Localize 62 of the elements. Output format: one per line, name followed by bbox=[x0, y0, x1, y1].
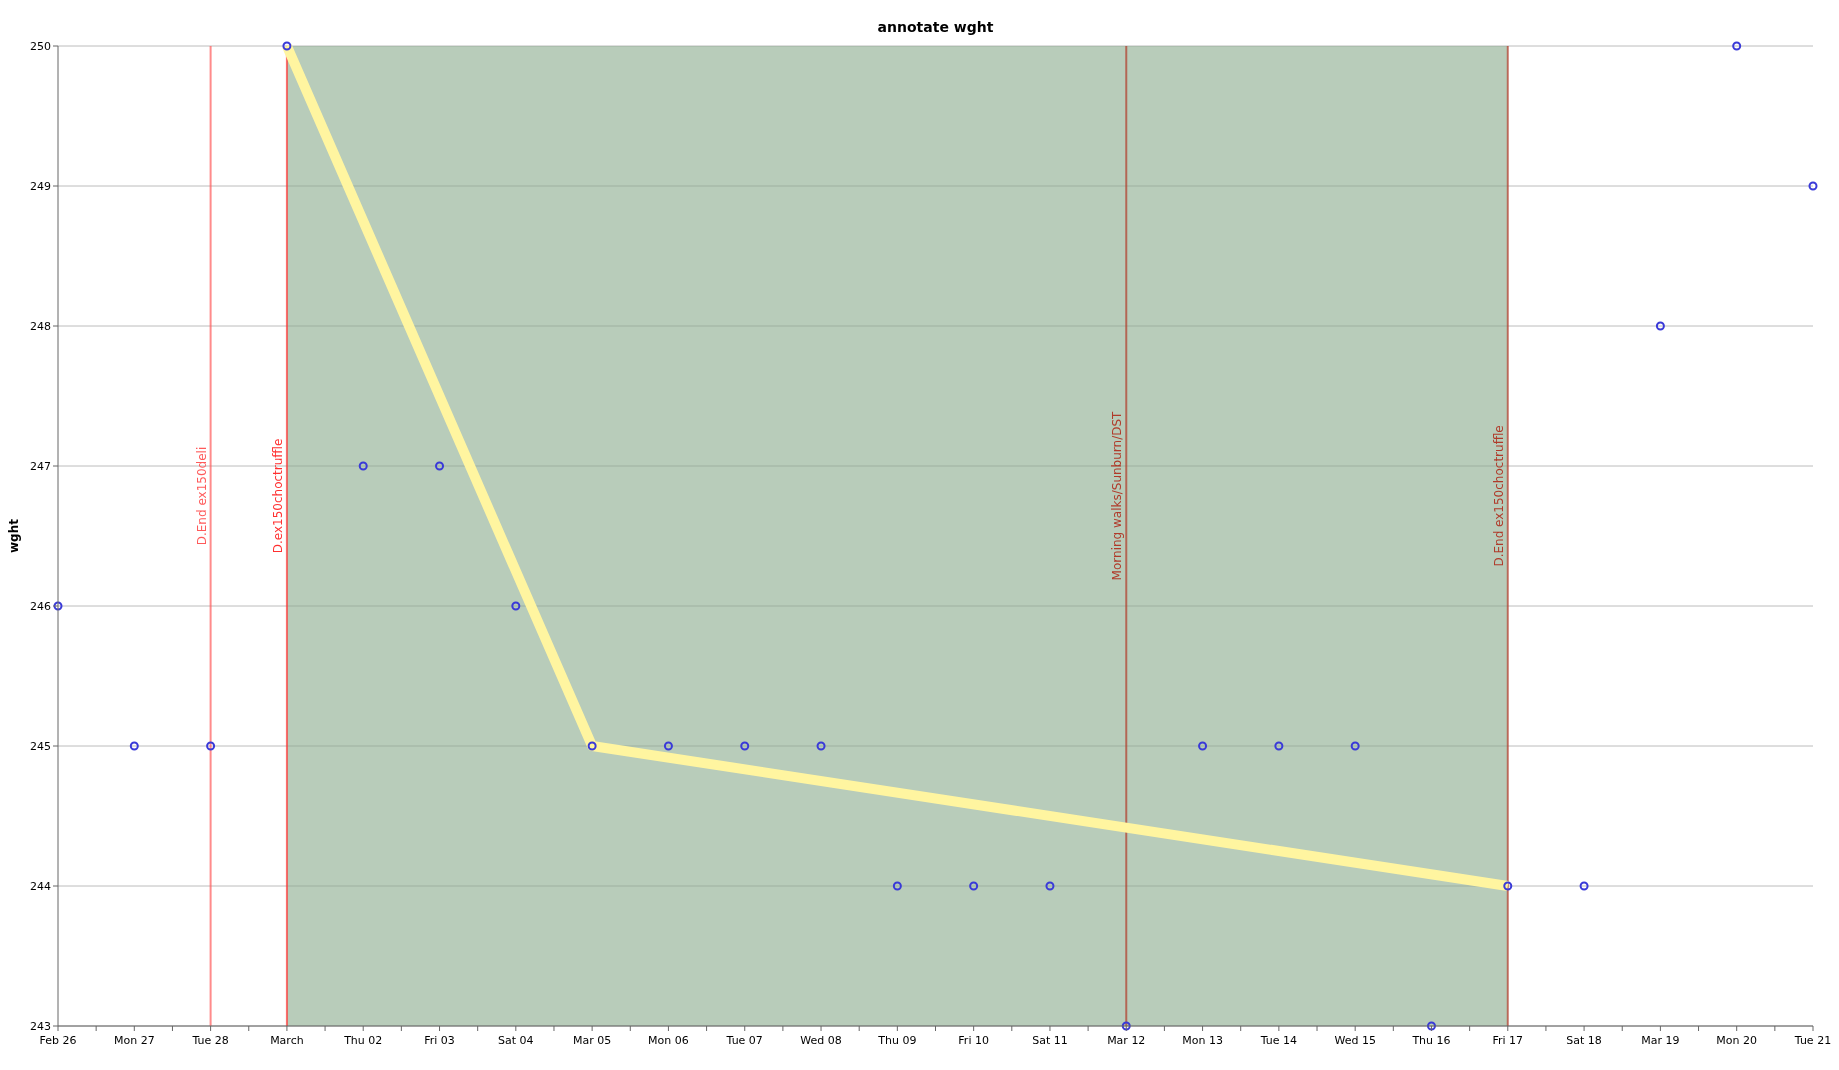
point bbox=[282, 41, 292, 51]
x-tick-label: Mar 05 bbox=[573, 1034, 612, 1047]
x-tick-label: Wed 15 bbox=[1334, 1034, 1376, 1047]
point bbox=[358, 461, 368, 471]
x-tick-label: Mar 19 bbox=[1641, 1034, 1680, 1047]
x-tick-label: Sat 04 bbox=[498, 1034, 534, 1047]
point bbox=[587, 741, 597, 751]
point bbox=[1808, 181, 1818, 191]
y-tick-label: 247 bbox=[30, 460, 51, 473]
point bbox=[1426, 1021, 1436, 1031]
point bbox=[53, 601, 63, 611]
point bbox=[1350, 741, 1360, 751]
point bbox=[1121, 1021, 1131, 1031]
x-tick-label: Sat 11 bbox=[1032, 1034, 1068, 1047]
point bbox=[1198, 741, 1208, 751]
point bbox=[1503, 881, 1513, 891]
y-tick-label: 245 bbox=[30, 740, 51, 753]
x-tick-label: Fri 03 bbox=[424, 1034, 455, 1047]
x-tick-label: Thu 16 bbox=[1411, 1034, 1451, 1047]
y-tick-label: 250 bbox=[30, 40, 51, 53]
x-tick-label: Feb 26 bbox=[39, 1034, 77, 1047]
point bbox=[129, 741, 139, 751]
chart-title: annotate wght bbox=[877, 19, 994, 35]
x-tick-label: Mon 20 bbox=[1716, 1034, 1758, 1047]
x-tick-label: Tue 21 bbox=[1793, 1034, 1832, 1047]
point bbox=[1579, 881, 1589, 891]
x-tick-label: Fri 17 bbox=[1492, 1034, 1524, 1047]
x-tick-label: Mon 06 bbox=[648, 1034, 689, 1047]
x-tick-label: Mon 13 bbox=[1182, 1034, 1223, 1047]
ref-line-label: D.End ex150choctruffle bbox=[1491, 425, 1506, 567]
point bbox=[816, 741, 826, 751]
point bbox=[1655, 321, 1665, 331]
y-tick-label: 243 bbox=[30, 1020, 51, 1033]
point bbox=[740, 741, 750, 751]
x-tick-label: Tue 28 bbox=[191, 1034, 229, 1047]
point bbox=[206, 741, 216, 751]
ref-line-label: D.ex150choctruffle bbox=[270, 438, 285, 554]
point bbox=[511, 601, 521, 611]
y-tick-label: 244 bbox=[30, 880, 51, 893]
x-tick-label: Fri 10 bbox=[958, 1034, 989, 1047]
point bbox=[1045, 881, 1055, 891]
point bbox=[435, 461, 445, 471]
point bbox=[969, 881, 979, 891]
point bbox=[663, 741, 673, 751]
x-tick-label: Mar 12 bbox=[1107, 1034, 1146, 1047]
x-tick-label: Mon 27 bbox=[113, 1034, 155, 1047]
x-tick-label: March bbox=[270, 1034, 304, 1047]
ref-line-label: D.End ex150deli bbox=[194, 446, 209, 546]
x-tick-label: Tue 07 bbox=[725, 1034, 763, 1047]
x-tick-label: Wed 08 bbox=[800, 1034, 842, 1047]
y-axis-title: wght bbox=[7, 518, 21, 553]
point bbox=[1732, 41, 1742, 51]
x-tick-label: Sat 18 bbox=[1566, 1034, 1602, 1047]
x-tick-label: Thu 02 bbox=[343, 1034, 383, 1047]
y-tick-label: 248 bbox=[30, 320, 51, 333]
x-tick-label: Tue 14 bbox=[1259, 1034, 1298, 1047]
y-tick-label: 249 bbox=[30, 180, 51, 193]
point bbox=[1274, 741, 1284, 751]
x-tick-label: Thu 09 bbox=[877, 1034, 917, 1047]
ref-line-label: Morning walks/Sunburn/DST bbox=[1110, 410, 1125, 581]
point bbox=[892, 881, 902, 891]
y-tick-label: 246 bbox=[30, 600, 51, 613]
